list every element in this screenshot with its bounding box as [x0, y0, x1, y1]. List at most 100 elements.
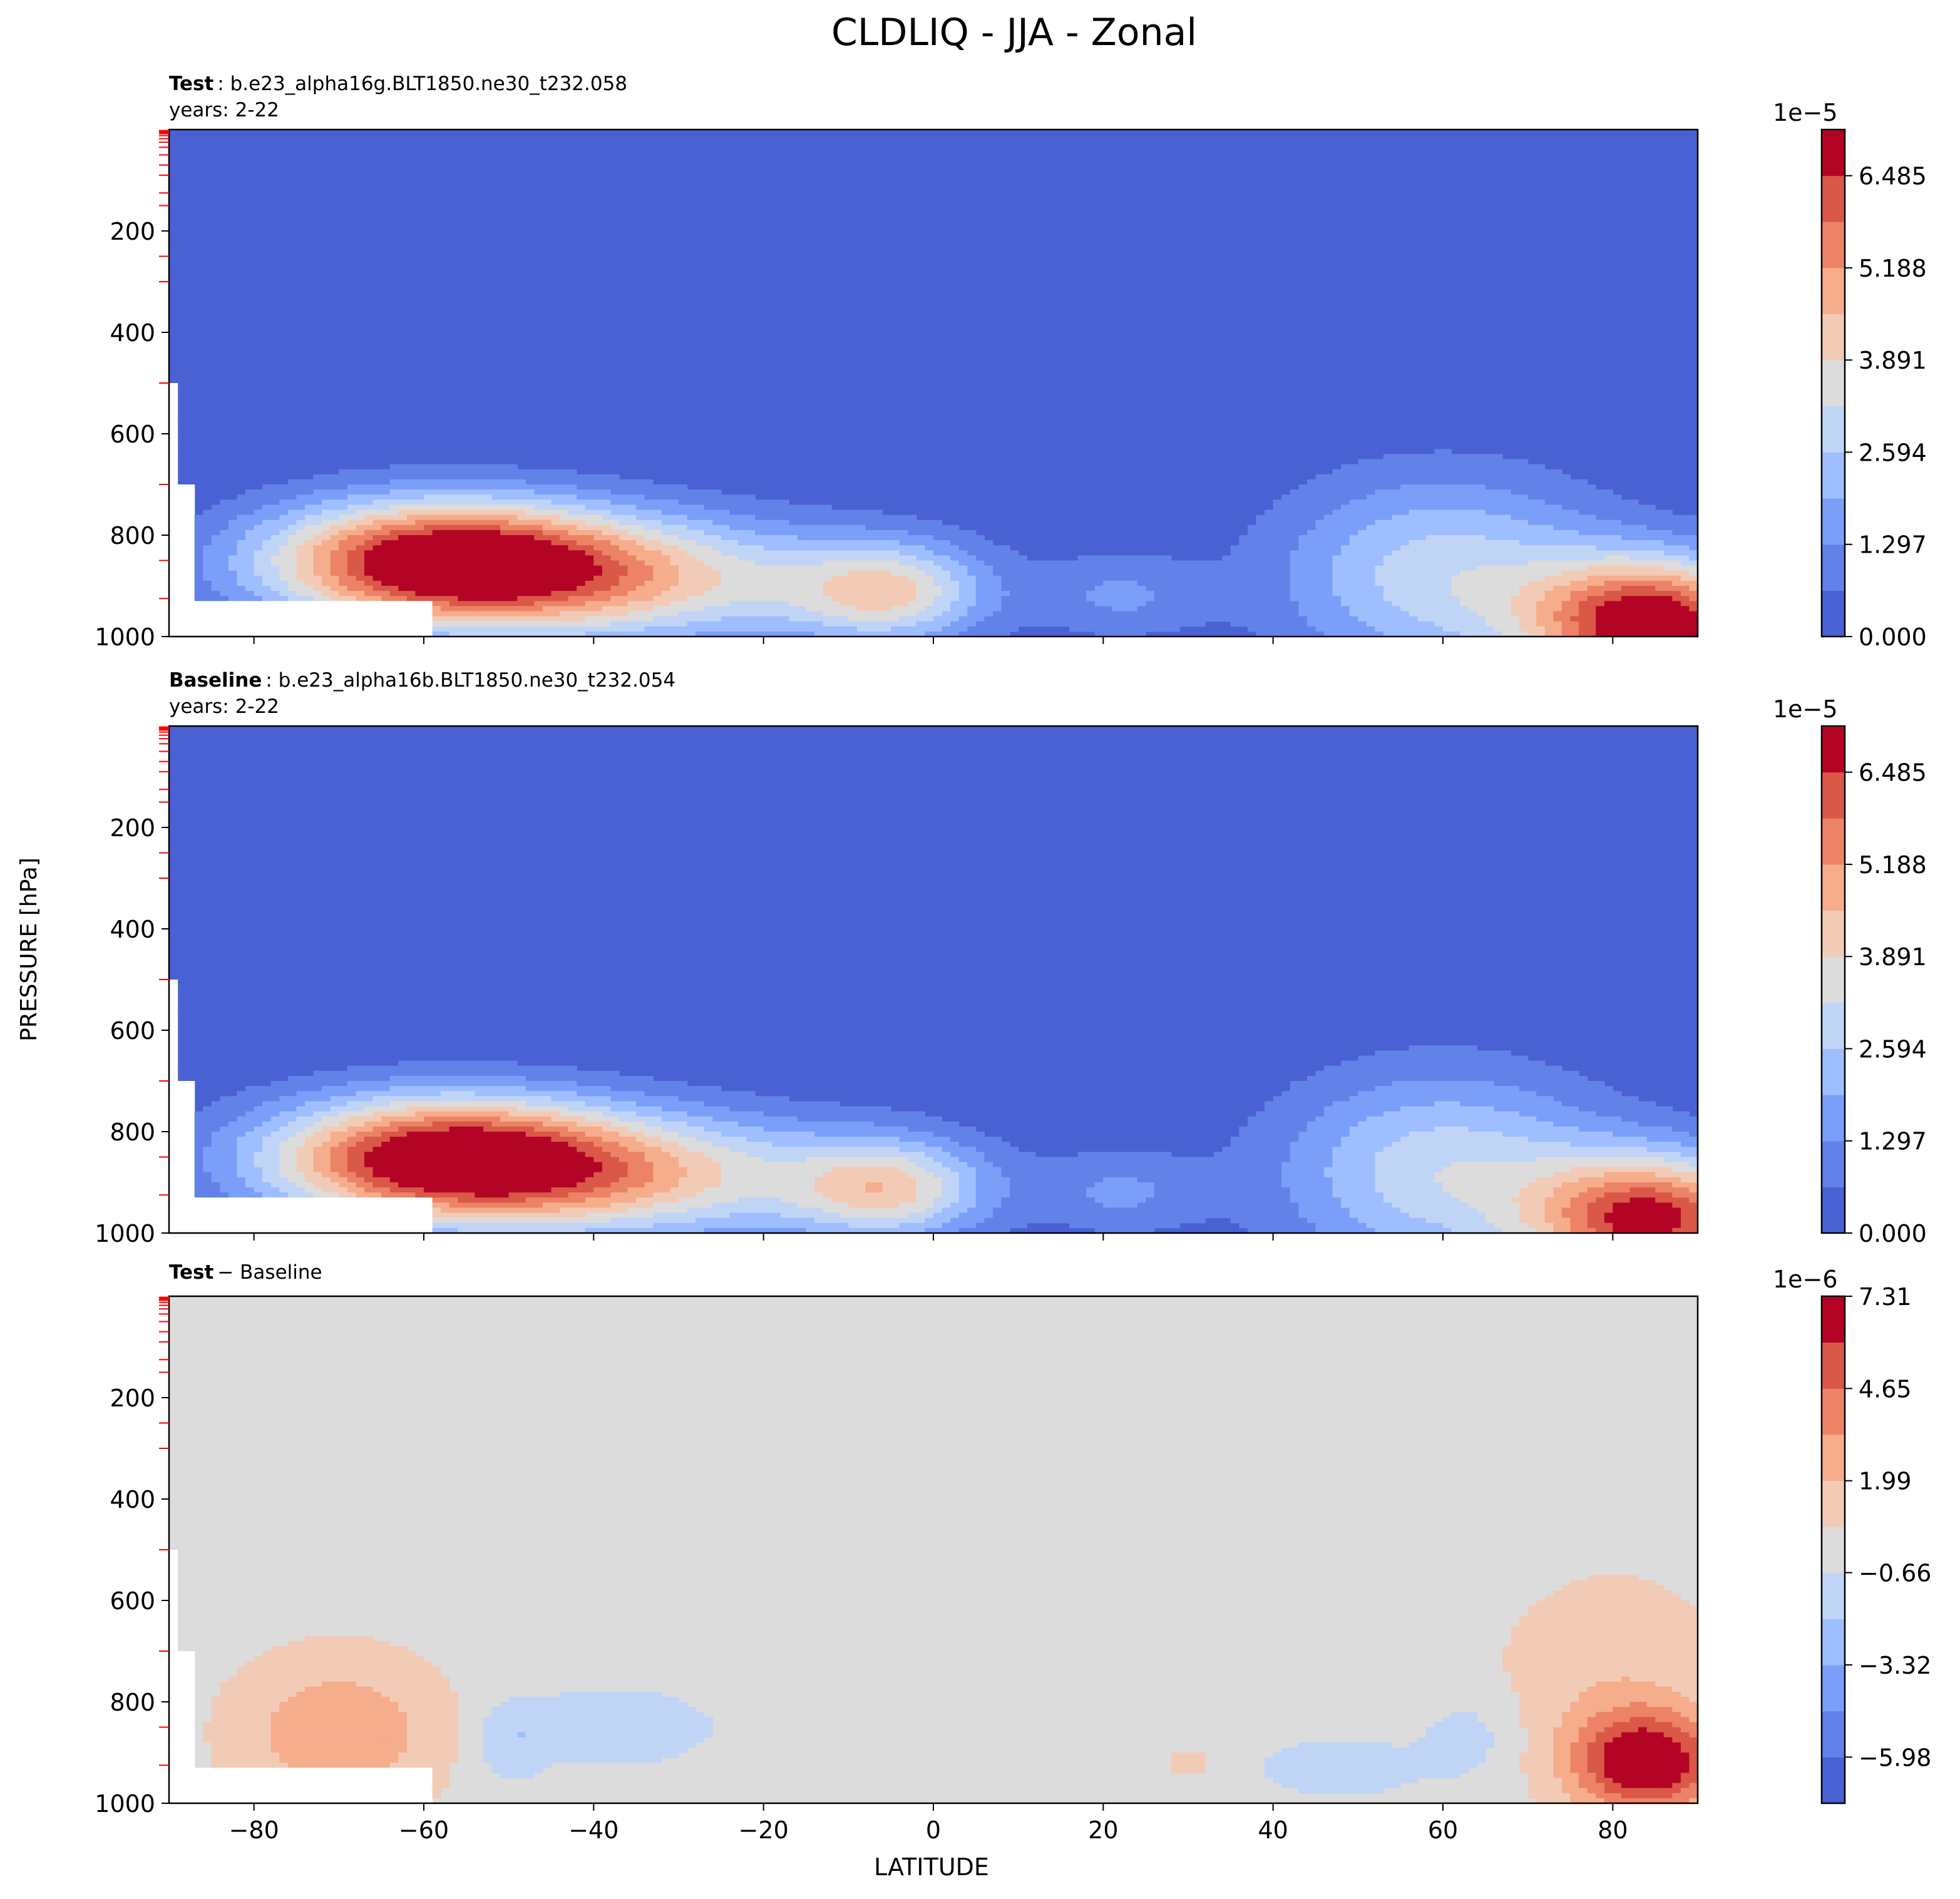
contour-cell — [738, 530, 747, 536]
contour-cell — [288, 504, 297, 510]
contour-cell — [1426, 550, 1435, 556]
contour-cell — [568, 535, 577, 541]
contour-cell — [1528, 540, 1537, 546]
contour-cell — [712, 530, 721, 536]
contour-cell — [645, 545, 654, 551]
contour-cell — [398, 555, 407, 561]
contour-cell — [220, 606, 228, 612]
contour-cell — [679, 484, 687, 490]
contour-cell — [1239, 622, 1248, 627]
contour-cell — [1316, 617, 1325, 622]
contour-cell — [1383, 520, 1392, 526]
contour-cell — [1460, 469, 1469, 475]
contour-cell — [747, 601, 756, 607]
contour-cell — [1333, 596, 1342, 601]
contour-cell — [1265, 601, 1273, 607]
contour-cell — [1638, 520, 1647, 526]
contour-cell — [1426, 464, 1435, 470]
contour-cell — [840, 586, 849, 591]
contour-cell — [1281, 571, 1290, 576]
contour-cell — [814, 561, 823, 566]
contour-cell — [1502, 489, 1511, 495]
contour-cell — [195, 550, 203, 556]
contour-cell — [1689, 540, 1698, 546]
contour-cell — [1426, 510, 1435, 516]
contour-cell — [1044, 586, 1052, 591]
contour-cell — [577, 489, 585, 495]
contour-cell — [203, 571, 212, 576]
contour-cell — [798, 622, 806, 627]
contour-cell — [585, 576, 594, 581]
contour-cell — [738, 561, 747, 566]
contour-cell — [1027, 576, 1035, 581]
contour-cell — [1511, 617, 1520, 622]
contour-cell — [1231, 576, 1239, 581]
contour-cell — [1298, 606, 1307, 612]
contour-cell — [1519, 576, 1528, 581]
contour-cell — [585, 499, 594, 505]
contour-cell — [1350, 581, 1358, 586]
contour-cell — [500, 601, 509, 607]
contour-cell — [1358, 535, 1367, 541]
contour-cell — [560, 576, 568, 581]
contour-cell — [1392, 520, 1401, 526]
contour-cell — [950, 540, 959, 546]
contour-cell — [314, 617, 322, 622]
contour-cell — [1129, 596, 1137, 601]
contour-cell — [1121, 627, 1129, 632]
contour-cell — [1545, 627, 1554, 632]
contour-cell — [781, 601, 789, 607]
contour-cell — [1367, 576, 1375, 581]
contour-cell — [1494, 581, 1502, 586]
contour-cell — [1630, 499, 1639, 505]
contour-cell — [1171, 617, 1180, 622]
contour-cell — [543, 555, 552, 561]
contour-cell — [288, 627, 297, 632]
contour-cell — [543, 596, 552, 601]
contour-cell — [475, 489, 483, 495]
contour-cell — [169, 550, 178, 556]
contour-cell — [1519, 606, 1528, 612]
contour-cell — [611, 499, 620, 505]
contour-cell — [356, 566, 365, 571]
contour-cell — [169, 459, 178, 465]
contour-cell — [1519, 555, 1528, 561]
contour-cell — [1528, 576, 1537, 581]
contour-cell — [466, 489, 475, 495]
contour-cell — [814, 617, 823, 622]
contour-cell — [942, 571, 951, 576]
contour-cell — [764, 499, 772, 505]
contour-cell — [959, 550, 968, 556]
contour-cell — [212, 520, 220, 526]
contour-cell — [712, 510, 721, 516]
contour-cell — [1511, 627, 1520, 632]
contour-cell — [1375, 555, 1384, 561]
contour-cell — [1511, 535, 1520, 541]
contour-cell — [347, 545, 356, 551]
contour-cell — [1341, 550, 1350, 556]
contour-cell — [925, 545, 933, 551]
contour-cell — [619, 520, 628, 526]
contour-cell — [1469, 499, 1477, 505]
contour-cell — [1689, 525, 1698, 531]
contour-cell — [1002, 627, 1010, 632]
contour-cell — [297, 489, 305, 495]
contour-cell — [1256, 530, 1265, 536]
contour-cell — [245, 571, 254, 576]
contour-cell — [1392, 545, 1401, 551]
contour-cell — [1681, 520, 1690, 526]
contour-cell — [1350, 484, 1358, 490]
contour-cell — [433, 479, 441, 485]
contour-cell — [1434, 612, 1443, 617]
contour-cell — [577, 622, 585, 627]
contour-cell — [1409, 515, 1418, 521]
contour-cell — [1273, 601, 1282, 607]
contour-cell — [356, 535, 365, 541]
contour-cell — [347, 504, 356, 510]
contour-cell — [1596, 535, 1604, 541]
contour-cell — [1469, 459, 1477, 465]
contour-cell — [305, 601, 314, 607]
contour-cell — [398, 596, 407, 601]
contour-cell — [1179, 617, 1188, 622]
contour-cell — [1460, 581, 1469, 586]
